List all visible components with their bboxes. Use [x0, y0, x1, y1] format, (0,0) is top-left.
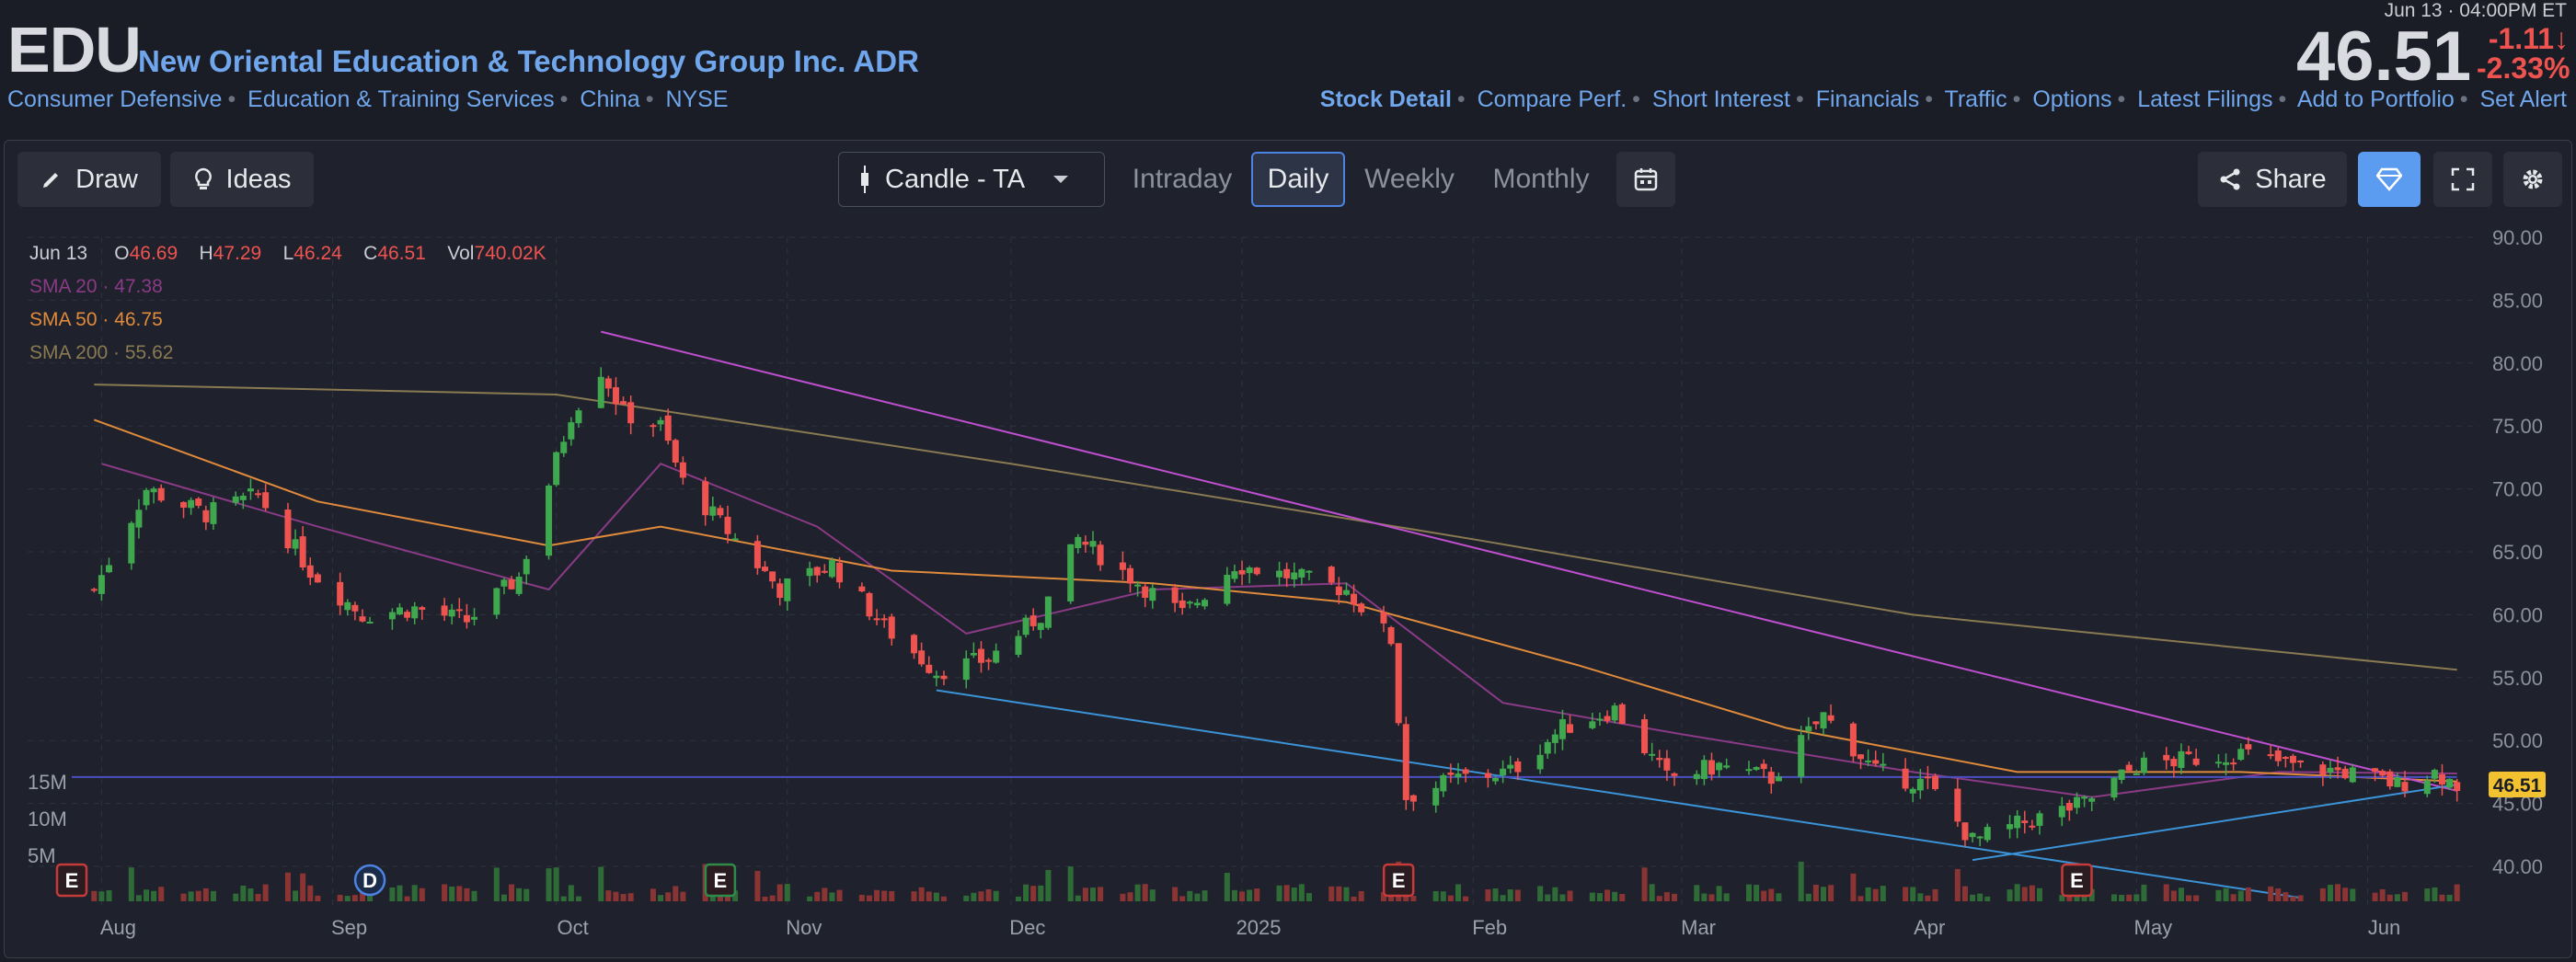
legend-open-label: O	[114, 243, 130, 264]
price-change: -1.11↓ -2.33%	[2477, 22, 2570, 85]
legend-sma20: SMA 20 · 47.38	[29, 276, 163, 297]
down-arrow-icon: ↓	[2554, 22, 2569, 55]
legend-date: Jun 13	[29, 243, 88, 264]
candle-icon	[861, 166, 868, 193]
tag-country[interactable]: China	[580, 86, 640, 112]
change-percent: -2.33%	[2477, 52, 2570, 85]
link-options[interactable]: Options	[2032, 86, 2112, 112]
legend-open: 46.69	[129, 243, 178, 264]
ticker-symbol: EDU	[7, 14, 142, 86]
date-range-button[interactable]	[1616, 152, 1675, 207]
settings-button[interactable]	[2503, 152, 2562, 207]
chart-legend: Jun 13 O46.69 H47.29 L46.24 C46.51 Vol74…	[29, 237, 546, 370]
quote-datetime: Jun 13 · 04:00PM ET	[2384, 0, 2567, 21]
elite-button[interactable]	[2358, 152, 2421, 207]
calendar-icon	[1634, 168, 1658, 191]
tag-sector[interactable]: Consumer Defensive	[7, 86, 223, 112]
gear-icon	[2523, 169, 2543, 189]
legend-sma50: SMA 50 · 46.75	[29, 309, 163, 330]
ideas-label: Ideas	[225, 164, 292, 194]
link-short-interest[interactable]: Short Interest	[1651, 86, 1790, 112]
share-icon	[2220, 168, 2240, 190]
link-compare-perf[interactable]: Compare Perf.	[1477, 86, 1627, 112]
legend-high-label: H	[199, 243, 213, 264]
draw-label: Draw	[75, 164, 138, 194]
link-latest-filings[interactable]: Latest Filings	[2137, 86, 2273, 112]
draw-button[interactable]: Draw	[17, 152, 161, 207]
link-add-to-portfolio[interactable]: Add to Portfolio	[2296, 86, 2455, 112]
quote-links: Stock Detail • Compare Perf. • Short Inter…	[1319, 86, 2568, 112]
company-name[interactable]: New Oriental Education & Technology Grou…	[138, 44, 919, 78]
caret-down-icon	[1053, 176, 1069, 183]
pencil-icon	[43, 173, 59, 188]
legend-low: 46.24	[293, 243, 342, 264]
fullscreen-icon	[2451, 167, 2475, 191]
legend-close-label: C	[363, 243, 378, 264]
quote-header: EDU New Oriental Education & Technology …	[0, 0, 2576, 138]
tag-exchange[interactable]: NYSE	[665, 86, 729, 112]
link-financials[interactable]: Financials	[1815, 86, 1920, 112]
link-traffic[interactable]: Traffic	[1944, 86, 2007, 112]
last-price: 46.51	[2296, 17, 2472, 96]
tab-intraday[interactable]: Intraday	[1132, 164, 1233, 194]
chart-type-select[interactable]: Candle - TA	[838, 152, 1105, 207]
tab-daily[interactable]: Daily	[1251, 152, 1345, 207]
chart-toolbar: Draw Ideas Candle - TA Intraday Daily We…	[5, 141, 2571, 218]
legend-volume: 740.02K	[474, 243, 546, 264]
ideas-button[interactable]: Ideas	[170, 152, 314, 207]
share-label: Share	[2255, 164, 2327, 194]
lightbulb-icon	[194, 167, 212, 189]
link-set-alert[interactable]: Set Alert	[2479, 86, 2568, 112]
legend-high: 47.29	[213, 243, 262, 264]
diamond-icon	[2376, 167, 2402, 191]
link-stock-detail[interactable]: Stock Detail	[1319, 86, 1452, 112]
legend-close: 46.51	[377, 243, 426, 264]
legend-vol-label: Vol	[447, 243, 475, 264]
tab-monthly[interactable]: Monthly	[1492, 164, 1590, 194]
tag-industry[interactable]: Education & Training Services	[247, 86, 555, 112]
tab-weekly[interactable]: Weekly	[1364, 164, 1455, 194]
change-value: -1.11	[2488, 22, 2554, 55]
fullscreen-button[interactable]	[2433, 152, 2492, 207]
chart-type-label: Candle - TA	[885, 164, 1026, 194]
legend-sma200: SMA 200 · 55.62	[29, 342, 174, 363]
share-button[interactable]: Share	[2198, 152, 2347, 207]
sector-tags: Consumer Defensive • Education & Training…	[7, 86, 729, 112]
legend-low-label: L	[282, 243, 294, 264]
